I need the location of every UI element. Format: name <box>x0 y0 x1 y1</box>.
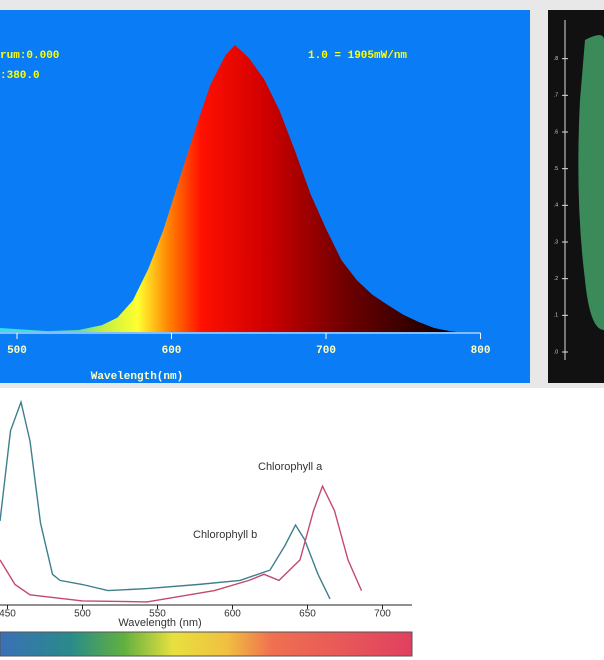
x-axis-label: Wavelength (nm) <box>118 617 201 629</box>
spectrum-area <box>0 45 458 332</box>
cie-tick-label: .1 <box>554 313 558 319</box>
x-tick-label: 650 <box>299 609 316 620</box>
x-tick-label: 450 <box>0 609 16 620</box>
color-bar <box>0 631 413 657</box>
cie-tick-label: .2 <box>554 276 558 282</box>
cie-tick-label: .8 <box>554 56 558 62</box>
x-tick-label: 550 <box>149 609 166 620</box>
readout: 1.0 = 1905mW/nm <box>308 50 407 62</box>
x-tick-label: 800 <box>471 345 491 357</box>
absorption-line <box>0 399 331 600</box>
annotation: Chlorophyll b <box>193 529 257 541</box>
readout: rum:0.000 <box>0 50 59 62</box>
absorption-line <box>0 484 363 603</box>
x-tick-label: 600 <box>162 345 182 357</box>
readout: :380.0 <box>0 70 40 82</box>
x-tick-label: 500 <box>7 345 27 357</box>
cie-tick-label: .4 <box>554 203 558 209</box>
x-tick-label: 500 <box>74 609 91 620</box>
x-axis-label: Wavelength(nm) <box>91 371 183 383</box>
cie-tick-label: .7 <box>554 93 558 99</box>
cie-tick-label: .6 <box>554 129 558 135</box>
annotation: Chlorophyll a <box>258 461 323 473</box>
x-tick-label: 600 <box>224 609 241 620</box>
x-tick-label: 700 <box>374 609 391 620</box>
cie-tick-label: .3 <box>554 239 558 245</box>
cie-tick-label: .5 <box>554 166 558 172</box>
x-tick-label: 700 <box>316 345 336 357</box>
cie-tick-label: .0 <box>554 349 558 355</box>
cie-locus <box>578 35 604 330</box>
